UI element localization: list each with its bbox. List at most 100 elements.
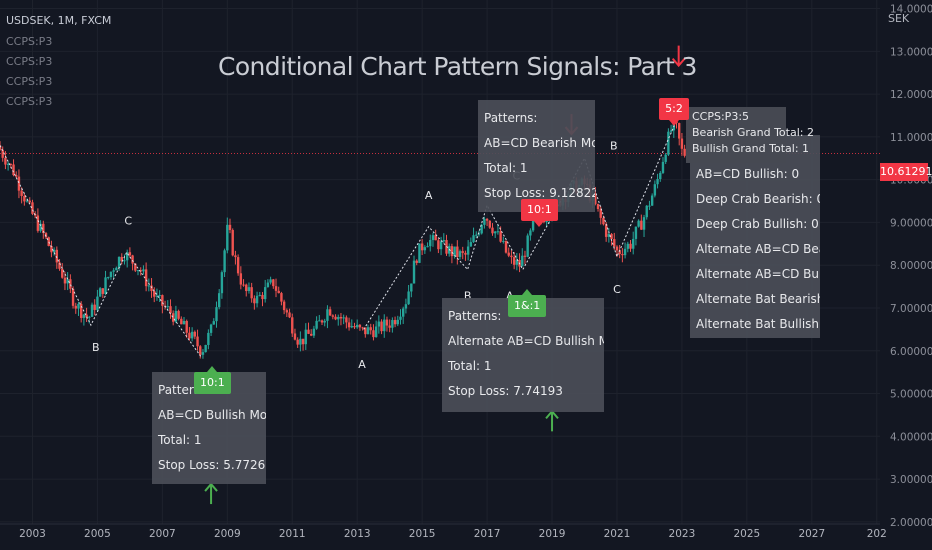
candle-body	[456, 246, 459, 257]
bear-signal-2022[interactable]: 5:2	[659, 98, 689, 126]
time-tick-label: 202	[867, 528, 887, 540]
candle-body	[385, 319, 389, 326]
candle-body	[604, 224, 608, 237]
candle-body	[0, 145, 2, 150]
candle-body	[169, 306, 172, 314]
candle-body	[323, 320, 326, 323]
price-tick-label: 2.00000	[890, 517, 932, 529]
ab-bullish-line-4: Stop Loss: 5.7726	[158, 458, 266, 472]
candle-body	[645, 205, 648, 218]
candle-body	[637, 220, 640, 227]
candle-body	[212, 321, 215, 325]
time-tick-label: 2019	[539, 528, 566, 540]
candle-body	[307, 329, 310, 334]
candle-body	[44, 233, 48, 238]
candle-body	[177, 310, 180, 319]
candle-body	[109, 271, 113, 278]
candle-body	[480, 224, 483, 234]
candle-body	[661, 161, 665, 173]
candle-body	[217, 293, 221, 308]
candle-body	[155, 295, 159, 297]
candle-body	[401, 308, 405, 317]
candle-body	[6, 163, 10, 165]
candle-body	[350, 326, 353, 328]
price-tick-label: 12.00000	[890, 89, 932, 101]
price-tick-label: 5.00000	[890, 389, 932, 401]
indicator-legend-3[interactable]: CCPS:P3	[6, 75, 53, 88]
arrow-head	[671, 57, 686, 68]
candle-body	[450, 246, 454, 257]
candle-body	[464, 252, 467, 255]
candle-body	[615, 246, 619, 251]
candle-body	[112, 270, 115, 272]
candle-body	[263, 287, 267, 300]
candle-body	[488, 220, 491, 228]
pattern-line	[0, 145, 202, 358]
time-tick-label: 2007	[149, 528, 176, 540]
candle-body	[134, 263, 137, 271]
candle-body	[209, 324, 213, 333]
candle-body	[599, 208, 602, 218]
candle-body	[345, 317, 348, 323]
ab-bullish-line-2: AB=CD Bullish Mode A	[158, 408, 266, 422]
indicator-legend-4[interactable]: CCPS:P3	[6, 95, 53, 108]
time-tick-label: 2027	[798, 528, 825, 540]
candle-body	[499, 231, 502, 242]
alt-ab-bullish-label: Patterns: Alternate AB=CD Bullish Mode A…	[442, 298, 604, 412]
candle-body	[315, 320, 318, 329]
candle-body	[61, 268, 64, 278]
candle-body	[626, 243, 629, 249]
candle-body	[656, 179, 659, 185]
candle-body	[331, 315, 335, 317]
candle-body	[85, 314, 88, 318]
candle-body	[242, 284, 245, 286]
candle-body	[220, 272, 224, 294]
candle-body	[477, 233, 481, 235]
candle-body	[107, 277, 110, 279]
candle-body	[147, 285, 151, 287]
candle-body	[93, 304, 96, 310]
down-arrow-icon	[671, 45, 686, 68]
candle-body	[526, 235, 529, 257]
indicator-legend-2[interactable]: CCPS:P3	[6, 55, 53, 68]
candle-body	[188, 332, 191, 339]
candle-body	[404, 304, 408, 309]
candle-body	[531, 220, 535, 231]
candle-body	[247, 287, 251, 292]
candle-body	[353, 326, 356, 328]
pattern-point-label: A	[425, 189, 433, 202]
alt-bullish-line-1: Patterns:	[448, 309, 502, 323]
candle-body	[412, 260, 416, 284]
candle-body	[683, 148, 686, 156]
bear-signal-2018[interactable]: 10:1	[521, 199, 558, 227]
summary-line-6: Alternate Bat Bearish: 0	[696, 292, 820, 306]
bull-signal-2018[interactable]: 1&:1	[508, 289, 547, 317]
candle-body	[88, 316, 91, 318]
indicator-legend-1[interactable]: CCPS:P3	[6, 35, 53, 48]
candle-body	[393, 320, 397, 325]
bull-signal-2008[interactable]: 10:1	[194, 366, 231, 394]
candle-body	[415, 260, 418, 263]
price-axis: 14.0000013.0000012.0000011.0000010.00000…	[890, 4, 932, 529]
ab-bearish-label: Patterns: AB=CD Bearish Mode A Total: 1 …	[478, 100, 595, 212]
time-tick-label: 2015	[409, 528, 436, 540]
candle-body	[318, 320, 321, 322]
summary-line-2: Deep Crab Bearish: 0	[696, 192, 820, 206]
candle-body	[309, 333, 313, 336]
candle-body	[193, 331, 197, 337]
candle-body	[296, 339, 299, 345]
alt-bullish-line-3: Total: 1	[448, 359, 492, 373]
candle-body	[342, 317, 345, 319]
candle-body	[17, 176, 21, 191]
candle-body	[98, 288, 102, 297]
candle-body	[496, 231, 500, 233]
candle-body	[150, 285, 153, 292]
candle-body	[234, 255, 237, 258]
summary-line-3: Deep Crab Bullish: 0	[696, 217, 819, 231]
candle-body	[58, 262, 61, 269]
candle-body	[245, 284, 248, 292]
candle-body	[320, 320, 324, 323]
candle-body	[529, 230, 532, 236]
symbol-title[interactable]: USDSEK, 1M, FXCM	[6, 14, 112, 27]
